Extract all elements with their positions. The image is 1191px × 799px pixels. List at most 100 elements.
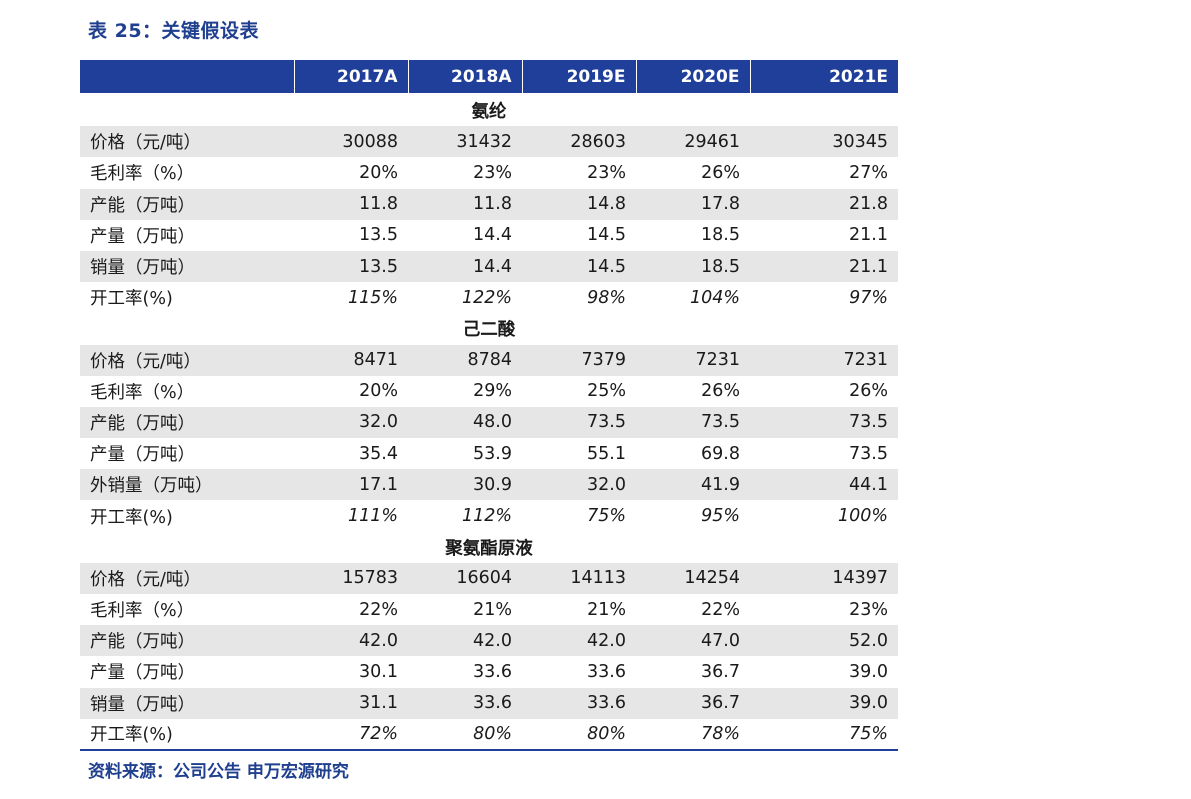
table-row: 销量（万吨） 13.5 14.4 14.5 18.5 21.1 <box>80 250 898 283</box>
header-year-cell: 2019E <box>521 60 636 93</box>
section-title: 己二酸 <box>462 320 516 341</box>
row-label: 产能（万吨） <box>80 625 294 657</box>
row-label: 价格（元/吨） <box>80 126 294 158</box>
value-cell: 32.0 <box>522 469 636 501</box>
row-label: 销量（万吨） <box>80 687 294 719</box>
header-label-cell <box>80 60 294 93</box>
table-row: 毛利率（%） 22% 21% 21% 22% 23% <box>80 594 898 625</box>
row-label: 开工率(%) <box>90 507 173 528</box>
source-note: 资料来源：公司公告 申万宏源研究 <box>88 762 349 782</box>
section-title: 氨纶 <box>471 102 507 123</box>
table-row: 开工率(%) 115% 122% 98% 104% 97% <box>80 282 898 313</box>
table-row: 价格（元/吨） 8471 8784 7379 7231 7231 <box>80 344 898 376</box>
value-cell: 122% <box>461 287 512 308</box>
value-cell: 112% <box>461 506 512 527</box>
value-cell: 33.6 <box>408 687 522 719</box>
key-assumptions-table: 2017A 2018A 2019E 2020E 2021E 氨纶 价格（元/吨） 3… <box>80 60 898 751</box>
table-row: 价格（元/吨） 15783 16604 14113 14254 14397 <box>80 562 898 594</box>
table-row: 开工率(%) 72% 80% 80% 78% 75% <box>80 718 898 751</box>
value-cell: 30.1 <box>359 661 398 682</box>
value-cell: 11.8 <box>294 188 408 220</box>
value-cell: 21.8 <box>750 188 898 220</box>
value-cell: 42.0 <box>522 625 636 657</box>
value-cell: 97% <box>849 287 888 308</box>
value-cell: 31432 <box>408 126 522 158</box>
value-cell: 8784 <box>408 344 522 376</box>
value-cell: 78% <box>636 718 750 751</box>
value-cell: 21% <box>587 599 626 620</box>
value-cell: 36.7 <box>701 661 740 682</box>
value-cell: 72% <box>294 718 408 751</box>
value-cell: 33.6 <box>522 687 636 719</box>
table-title: 表 25：关键假设表 <box>88 20 260 42</box>
row-label: 产量（万吨） <box>90 445 195 466</box>
header-year-cell: 2020E <box>635 60 750 93</box>
value-cell: 15783 <box>294 562 408 594</box>
value-cell: 28603 <box>522 126 636 158</box>
value-cell: 14254 <box>636 562 750 594</box>
header-gap <box>80 93 898 95</box>
value-cell: 16604 <box>408 562 522 594</box>
value-cell: 18.5 <box>701 225 740 246</box>
table-row: 产量（万吨） 30.1 33.6 33.6 36.7 39.0 <box>80 656 898 687</box>
header-year-cell: 2017A <box>293 60 408 93</box>
value-cell: 18.5 <box>636 250 750 283</box>
table-row: 销量（万吨） 31.1 33.6 33.6 36.7 39.0 <box>80 687 898 719</box>
value-cell: 104% <box>689 287 740 308</box>
value-cell: 33.6 <box>587 661 626 682</box>
value-cell: 7379 <box>522 344 636 376</box>
value-cell: 17.8 <box>636 188 750 220</box>
table-row: 开工率(%) 111% 112% 75% 95% 100% <box>80 500 898 531</box>
value-cell: 55.1 <box>587 443 626 464</box>
value-cell: 42.0 <box>294 625 408 657</box>
value-cell: 17.1 <box>294 469 408 501</box>
value-cell: 29461 <box>636 126 750 158</box>
row-label: 价格（元/吨） <box>80 562 294 594</box>
value-cell: 26% <box>849 381 888 402</box>
value-cell: 23% <box>849 599 888 620</box>
value-cell: 11.8 <box>408 188 522 220</box>
value-cell: 69.8 <box>701 443 740 464</box>
value-cell: 80% <box>408 718 522 751</box>
value-cell: 33.6 <box>473 661 512 682</box>
row-label: 产能（万吨） <box>80 188 294 220</box>
value-cell: 14.5 <box>587 225 626 246</box>
table-row: 毛利率（%） 20% 29% 25% 26% 26% <box>80 376 898 407</box>
value-cell: 95% <box>701 506 740 527</box>
value-cell: 8471 <box>294 344 408 376</box>
row-label: 毛利率（%） <box>90 601 195 622</box>
header-year-cell: 2018A <box>407 60 522 93</box>
value-cell: 39.0 <box>849 661 888 682</box>
value-cell: 53.9 <box>473 443 512 464</box>
value-cell: 25% <box>587 381 626 402</box>
table-row: 产能（万吨） 42.0 42.0 42.0 47.0 52.0 <box>80 625 898 657</box>
value-cell: 36.7 <box>636 687 750 719</box>
section-header-row: 聚氨酯原液 <box>80 532 898 563</box>
table-row: 价格（元/吨） 30088 31432 28603 29461 30345 <box>80 126 898 158</box>
table-body: 氨纶 价格（元/吨） 30088 31432 28603 29461 30345 毛利率（%）… <box>80 95 898 751</box>
value-cell: 29% <box>473 381 512 402</box>
value-cell: 30345 <box>750 126 898 158</box>
value-cell: 115% <box>347 287 398 308</box>
value-cell: 35.4 <box>359 443 398 464</box>
value-cell: 73.5 <box>750 406 898 439</box>
table-row: 外销量（万吨） 17.1 30.9 32.0 41.9 44.1 <box>80 469 898 501</box>
value-cell: 75% <box>587 506 626 527</box>
value-cell: 21% <box>473 599 512 620</box>
row-label: 毛利率（%） <box>90 382 195 403</box>
value-cell: 27% <box>849 162 888 183</box>
table-row: 产能（万吨） 32.0 48.0 73.5 73.5 73.5 <box>80 406 898 439</box>
table-row: 产量（万吨） 13.5 14.4 14.5 18.5 21.1 <box>80 220 898 251</box>
key-assumptions-table-container: 2017A 2018A 2019E 2020E 2021E 氨纶 价格（元/吨） 3… <box>80 60 898 751</box>
row-label: 产量（万吨） <box>90 226 195 247</box>
value-cell: 20% <box>359 162 398 183</box>
value-cell: 23% <box>473 162 512 183</box>
row-label: 产量（万吨） <box>90 663 195 684</box>
value-cell: 30088 <box>294 126 408 158</box>
table-header: 2017A 2018A 2019E 2020E 2021E <box>80 60 898 95</box>
row-label: 外销量（万吨） <box>80 469 294 501</box>
value-cell: 26% <box>701 381 740 402</box>
value-cell: 22% <box>701 599 740 620</box>
row-label: 销量（万吨） <box>80 250 294 283</box>
value-cell: 80% <box>522 718 636 751</box>
